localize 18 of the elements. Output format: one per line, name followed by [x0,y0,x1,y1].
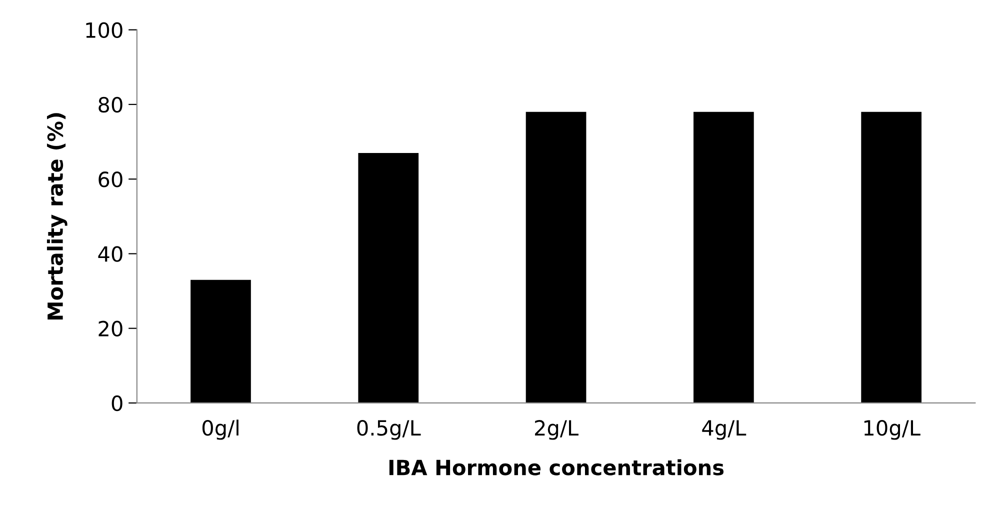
bar [526,112,586,403]
bar [190,280,251,403]
y-tick-label: 60 [98,172,122,188]
x-tick-label: 4g/L [702,420,746,440]
x-axis-title: IBA Hormone concentrations [389,459,724,476]
y-tick-label: 100 [86,22,122,38]
y-tick-label: 0 [112,395,122,412]
bar [694,112,754,403]
x-tick-label: 10g/L [864,420,920,440]
bar [861,112,922,403]
x-tick-label: 0g/l [202,420,238,440]
x-tick-label: 0.5g/L [357,420,421,440]
y-tick-label: 20 [98,320,122,337]
y-tick-label: 80 [98,96,122,113]
bar [358,152,419,403]
x-tick-label: 2g/L [535,420,578,440]
y-tick-label: 40 [98,246,122,262]
y-axis-title: Mortality rate (%) [46,113,68,320]
